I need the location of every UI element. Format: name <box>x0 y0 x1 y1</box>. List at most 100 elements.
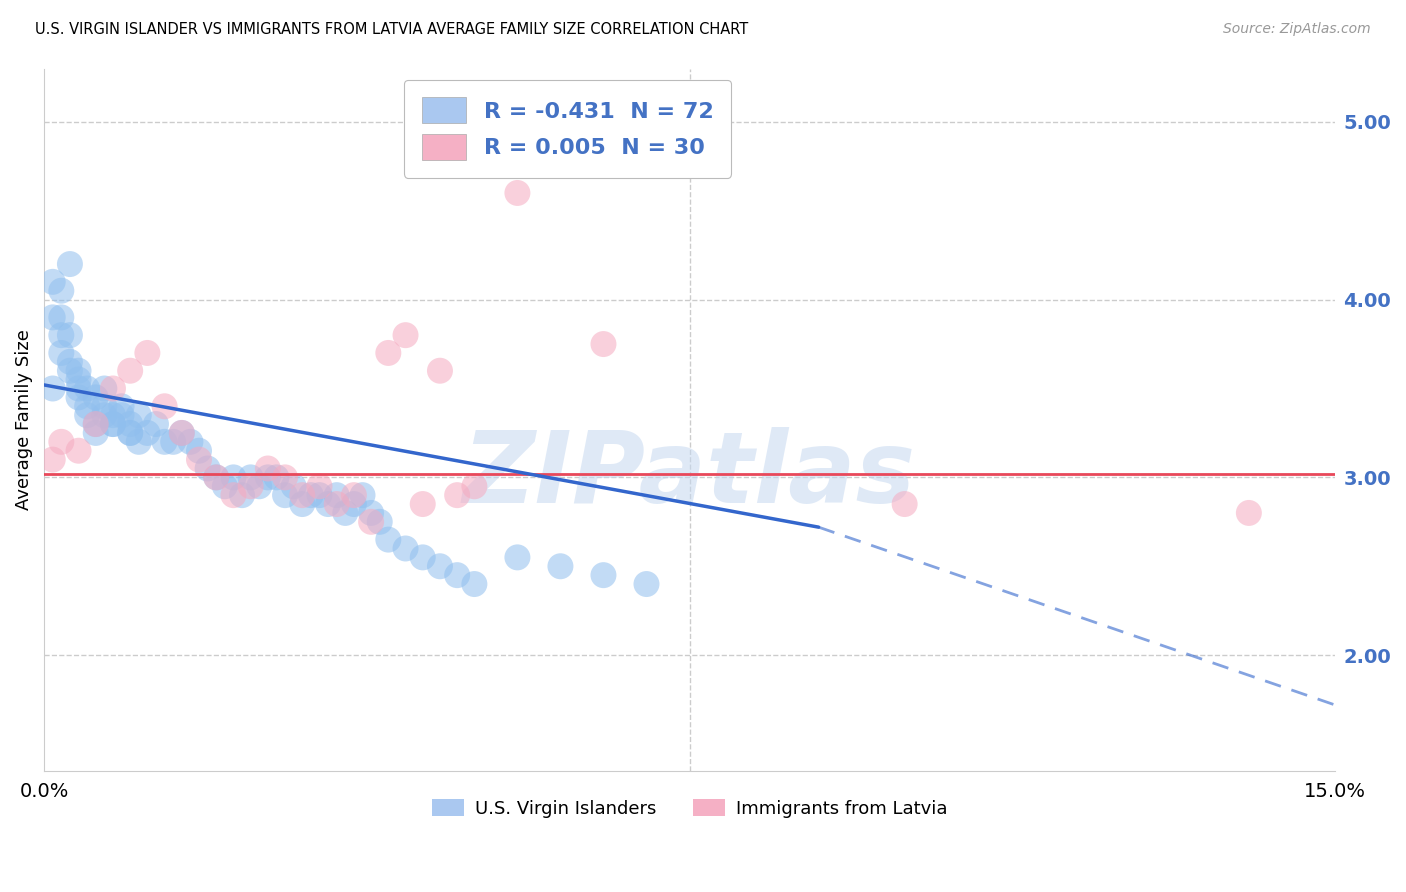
Point <box>592 568 614 582</box>
Point <box>101 417 124 431</box>
Point <box>59 364 82 378</box>
Point <box>231 488 253 502</box>
Point <box>59 355 82 369</box>
Point <box>266 470 288 484</box>
Point <box>257 461 280 475</box>
Point <box>343 497 366 511</box>
Point <box>283 479 305 493</box>
Point <box>636 577 658 591</box>
Point <box>101 417 124 431</box>
Point <box>59 257 82 271</box>
Point <box>222 470 245 484</box>
Point <box>67 390 90 404</box>
Point <box>93 399 115 413</box>
Point <box>893 497 915 511</box>
Point <box>394 328 416 343</box>
Point <box>197 461 219 475</box>
Point <box>360 506 382 520</box>
Point <box>205 470 228 484</box>
Point <box>368 515 391 529</box>
Point <box>93 408 115 422</box>
Text: ZIPatlas: ZIPatlas <box>463 427 917 524</box>
Point <box>179 434 201 449</box>
Point <box>308 488 330 502</box>
Point <box>274 488 297 502</box>
Text: U.S. VIRGIN ISLANDER VS IMMIGRANTS FROM LATVIA AVERAGE FAMILY SIZE CORRELATION C: U.S. VIRGIN ISLANDER VS IMMIGRANTS FROM … <box>35 22 748 37</box>
Point <box>170 425 193 440</box>
Point <box>257 470 280 484</box>
Point <box>84 417 107 431</box>
Point <box>120 425 142 440</box>
Point <box>67 382 90 396</box>
Point <box>84 417 107 431</box>
Point <box>170 425 193 440</box>
Point <box>343 488 366 502</box>
Point <box>41 452 63 467</box>
Point <box>67 443 90 458</box>
Point <box>463 577 485 591</box>
Point <box>335 506 357 520</box>
Point <box>76 408 98 422</box>
Point <box>51 328 73 343</box>
Point <box>59 328 82 343</box>
Point <box>550 559 572 574</box>
Point <box>1237 506 1260 520</box>
Point <box>120 425 142 440</box>
Point <box>41 382 63 396</box>
Point <box>394 541 416 556</box>
Point <box>93 382 115 396</box>
Point <box>325 497 347 511</box>
Point <box>67 364 90 378</box>
Point <box>41 310 63 325</box>
Point <box>76 382 98 396</box>
Point <box>506 186 529 200</box>
Point <box>51 310 73 325</box>
Point <box>291 488 314 502</box>
Point <box>412 550 434 565</box>
Point <box>429 364 451 378</box>
Point <box>463 479 485 493</box>
Point <box>162 434 184 449</box>
Point <box>110 408 132 422</box>
Point <box>136 425 159 440</box>
Point <box>352 488 374 502</box>
Point <box>188 452 211 467</box>
Point <box>360 515 382 529</box>
Point <box>145 417 167 431</box>
Y-axis label: Average Family Size: Average Family Size <box>15 329 32 510</box>
Point <box>308 479 330 493</box>
Point <box>101 408 124 422</box>
Point <box>120 417 142 431</box>
Point <box>316 497 339 511</box>
Point <box>51 434 73 449</box>
Point <box>153 399 176 413</box>
Point <box>84 425 107 440</box>
Point <box>247 479 270 493</box>
Point <box>239 470 262 484</box>
Point <box>128 434 150 449</box>
Legend: U.S. Virgin Islanders, Immigrants from Latvia: U.S. Virgin Islanders, Immigrants from L… <box>425 791 955 825</box>
Point <box>41 275 63 289</box>
Point <box>325 488 347 502</box>
Point <box>67 373 90 387</box>
Point <box>136 346 159 360</box>
Point <box>214 479 236 493</box>
Point <box>299 488 322 502</box>
Point <box>377 533 399 547</box>
Point <box>120 364 142 378</box>
Point <box>274 470 297 484</box>
Point <box>188 443 211 458</box>
Point <box>239 479 262 493</box>
Point <box>110 399 132 413</box>
Point <box>429 559 451 574</box>
Point <box>51 284 73 298</box>
Point <box>377 346 399 360</box>
Point <box>205 470 228 484</box>
Point <box>412 497 434 511</box>
Text: Source: ZipAtlas.com: Source: ZipAtlas.com <box>1223 22 1371 37</box>
Point <box>222 488 245 502</box>
Point <box>76 399 98 413</box>
Point <box>446 568 468 582</box>
Point <box>153 434 176 449</box>
Point <box>506 550 529 565</box>
